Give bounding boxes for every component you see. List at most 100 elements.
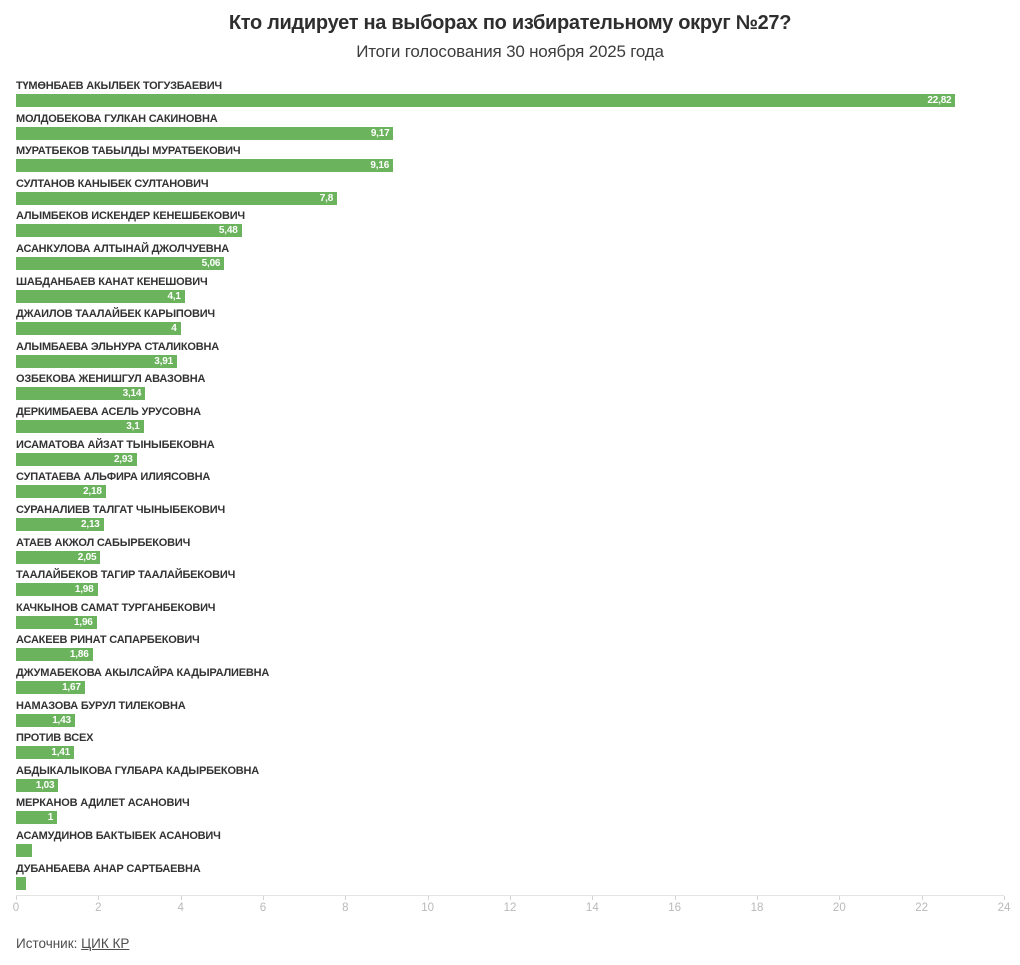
axis-tick-label: 14 <box>585 902 599 915</box>
bar: 1,03 <box>16 778 59 792</box>
candidate-name: АСАКЕЕВ РИНАТ САПАРБЕКОВИЧ <box>16 634 200 647</box>
bar-row: АСАКЕЕВ РИНАТ САПАРБЕКОВИЧ 1,86 <box>16 634 1004 667</box>
bar-value-label: 1,96 <box>74 616 93 628</box>
bar: 3,91 <box>16 354 177 368</box>
bar: 5,48 <box>16 224 242 238</box>
bar-track: 1,43 <box>16 713 1004 727</box>
candidate-name: НАМАЗОВА БУРУЛ ТИЛЕКОВНА <box>16 699 186 712</box>
candidate-name: МЕРКАНОВ АДИЛЕТ АСАНОВИЧ <box>16 797 190 810</box>
candidate-name: АТАЕВ АКЖОЛ САБЫРБЕКОВИЧ <box>16 536 191 549</box>
bar-row: АСАНКУЛОВА АЛТЫНАЙ ДЖОЛЧУЕВНА 5,06 <box>16 243 1004 276</box>
bar <box>16 876 26 890</box>
candidate-name: АСАМУДИНОВ БАКТЫБЕК АСАНОВИЧ <box>16 830 221 843</box>
candidate-name: ДЕРКИМБАЕВА АСЕЛЬ УРУСОВНА <box>16 406 201 419</box>
bar-value-label: 2,05 <box>77 551 97 563</box>
bar-value-label: 1,03 <box>35 779 55 791</box>
axis-tick-mark <box>674 896 676 901</box>
axis-tick-mark <box>839 896 841 901</box>
candidate-name: МОЛДОБЕКОВА ГУЛКАН САКИНОВНА <box>16 112 218 125</box>
bar: 9,17 <box>16 126 394 140</box>
bar-value-label: 2,18 <box>83 486 102 498</box>
candidate-name: ДЖАИЛОВ ТААЛАЙБЕК КАРЫПОВИЧ <box>16 308 215 321</box>
bar-track: 1,03 <box>16 778 1004 792</box>
bar: 9,16 <box>16 159 394 173</box>
bar: 1,41 <box>16 746 75 760</box>
bar-track: 2,18 <box>16 485 1004 499</box>
bar: 2,18 <box>16 485 106 499</box>
candidate-name: ОЗБЕКОВА ЖЕНИШГУЛ АВАЗОВНА <box>16 373 206 386</box>
candidate-name: ШАБДАНБАЕВ КАНАТ КЕНЕШОВИЧ <box>16 275 208 288</box>
bar: 1 <box>16 811 58 825</box>
bar: 1,98 <box>16 583 98 597</box>
bar: 4 <box>16 322 181 336</box>
bar-row: ОЗБЕКОВА ЖЕНИШГУЛ АВАЗОВНА 3,14 <box>16 373 1004 406</box>
axis-tick-label: 6 <box>259 902 267 915</box>
bar-row: МОЛДОБЕКОВА ГУЛКАН САКИНОВНА 9,17 <box>16 113 1004 146</box>
axis-tick-label: 12 <box>503 902 517 915</box>
axis-tick-mark <box>1004 896 1005 901</box>
bar-row: ДЖАИЛОВ ТААЛАЙБЕК КАРЫПОВИЧ 4 <box>16 308 1004 341</box>
bar-row: КАЧКЫНОВ САМАТ ТУРГАНБЕКОВИЧ 1,96 <box>16 602 1004 635</box>
candidate-name: ДУБАНБАЕВА АНАР САРТБАЕВНА <box>16 862 201 875</box>
source-label: Источник: <box>16 936 78 951</box>
chart-footer: Источник: ЦИК КР <box>16 936 129 951</box>
bar-row: АСАМУДИНОВ БАКТЫБЕК АСАНОВИЧ <box>16 830 1004 863</box>
bar-track: 5,06 <box>16 257 1004 271</box>
chart-title: Кто лидирует на выборах по избирательном… <box>228 12 792 34</box>
bar-row: СУРАНАЛИЕВ ТАЛГАТ ЧЫНЫБЕКОВИЧ 2,13 <box>16 504 1004 537</box>
candidate-name: АСАНКУЛОВА АЛТЫНАЙ ДЖОЛЧУЕВНА <box>16 243 230 256</box>
chart-subtitle: Итоги голосования 30 ноября 2025 года <box>356 42 664 61</box>
bar-track <box>16 876 1004 890</box>
bar: 2,13 <box>16 517 104 531</box>
bar-track: 1,96 <box>16 615 1004 629</box>
axis-tick-label: 22 <box>915 902 929 915</box>
bar-track: 2,93 <box>16 452 1004 466</box>
bar-row: ШАБДАНБАЕВ КАНАТ КЕНЕШОВИЧ 4,1 <box>16 276 1004 309</box>
axis-tick-mark <box>263 896 264 901</box>
axis-tick-label: 0 <box>12 902 20 915</box>
bar-track: 3,1 <box>16 420 1004 434</box>
bar-track <box>16 844 1004 858</box>
bar: 2,05 <box>16 550 101 564</box>
bar-value-label: 4 <box>171 323 177 335</box>
candidate-name: АЛЫМБЕКОВ ИСКЕНДЕР КЕНЕШБЕКОВИЧ <box>16 210 245 223</box>
bar-track: 5,48 <box>16 224 1004 238</box>
source-link[interactable]: ЦИК КР <box>81 936 130 951</box>
bar: 22,82 <box>16 94 956 107</box>
axis-tick-mark <box>427 896 429 901</box>
candidate-name: ПРОТИВ ВСЕХ <box>16 732 94 745</box>
axis-tick-mark <box>98 896 100 901</box>
axis-tick-mark <box>757 896 758 901</box>
bar-track: 1 <box>16 811 1004 825</box>
bar-row: АЛЫМБАЕВА ЭЛЬНУРА СТАЛИКОВНА 3,91 <box>16 341 1004 374</box>
bar-track: 22,82 <box>16 94 1004 107</box>
bar-track: 2,05 <box>16 550 1004 564</box>
candidate-name: СУПАТАЕВА АЛЬФИРА ИЛИЯСОВНА <box>16 471 211 484</box>
chart-header: Кто лидирует на выборах по избирательном… <box>16 0 1004 64</box>
bar: 1,67 <box>16 680 85 694</box>
bar-value-label: 9,16 <box>370 160 390 172</box>
candidate-name: ТҮМӨНБАЕВ АКЫЛБЕК ТОГУЗБАЕВИЧ <box>16 80 222 92</box>
bar-value-label: 1,98 <box>74 584 94 596</box>
bar-value-label: 3,1 <box>126 421 140 433</box>
bar <box>16 844 33 858</box>
bar-value-label: 1,86 <box>69 649 89 661</box>
axis-tick-label: 24 <box>997 902 1011 915</box>
axis-tick-mark <box>345 896 347 901</box>
bar-chart: ТҮМӨНБАЕВ АКЫЛБЕК ТОГУЗБАЕВИЧ 22,82 МОЛДОБ… <box>16 80 1004 895</box>
bar-track: 1,67 <box>16 680 1004 694</box>
bar: 1,86 <box>16 648 93 662</box>
bar-value-label: 1,41 <box>51 747 71 759</box>
axis-tick-mark <box>180 896 182 901</box>
axis-tick-label: 16 <box>668 902 682 915</box>
bar-value-label: 3,14 <box>122 388 142 400</box>
bar: 3,1 <box>16 420 144 434</box>
bar-value-label: 3,91 <box>154 355 173 367</box>
bar-row: СУПАТАЕВА АЛЬФИРА ИЛИЯСОВНА 2,18 <box>16 471 1004 504</box>
axis-tick-label: 2 <box>95 902 102 915</box>
axis-tick-label: 20 <box>832 902 846 915</box>
axis-tick-mark <box>16 896 17 901</box>
bar: 4,1 <box>16 289 185 303</box>
bar-row: ДУБАНБАЕВА АНАР САРТБАЕВНА <box>16 863 1004 896</box>
